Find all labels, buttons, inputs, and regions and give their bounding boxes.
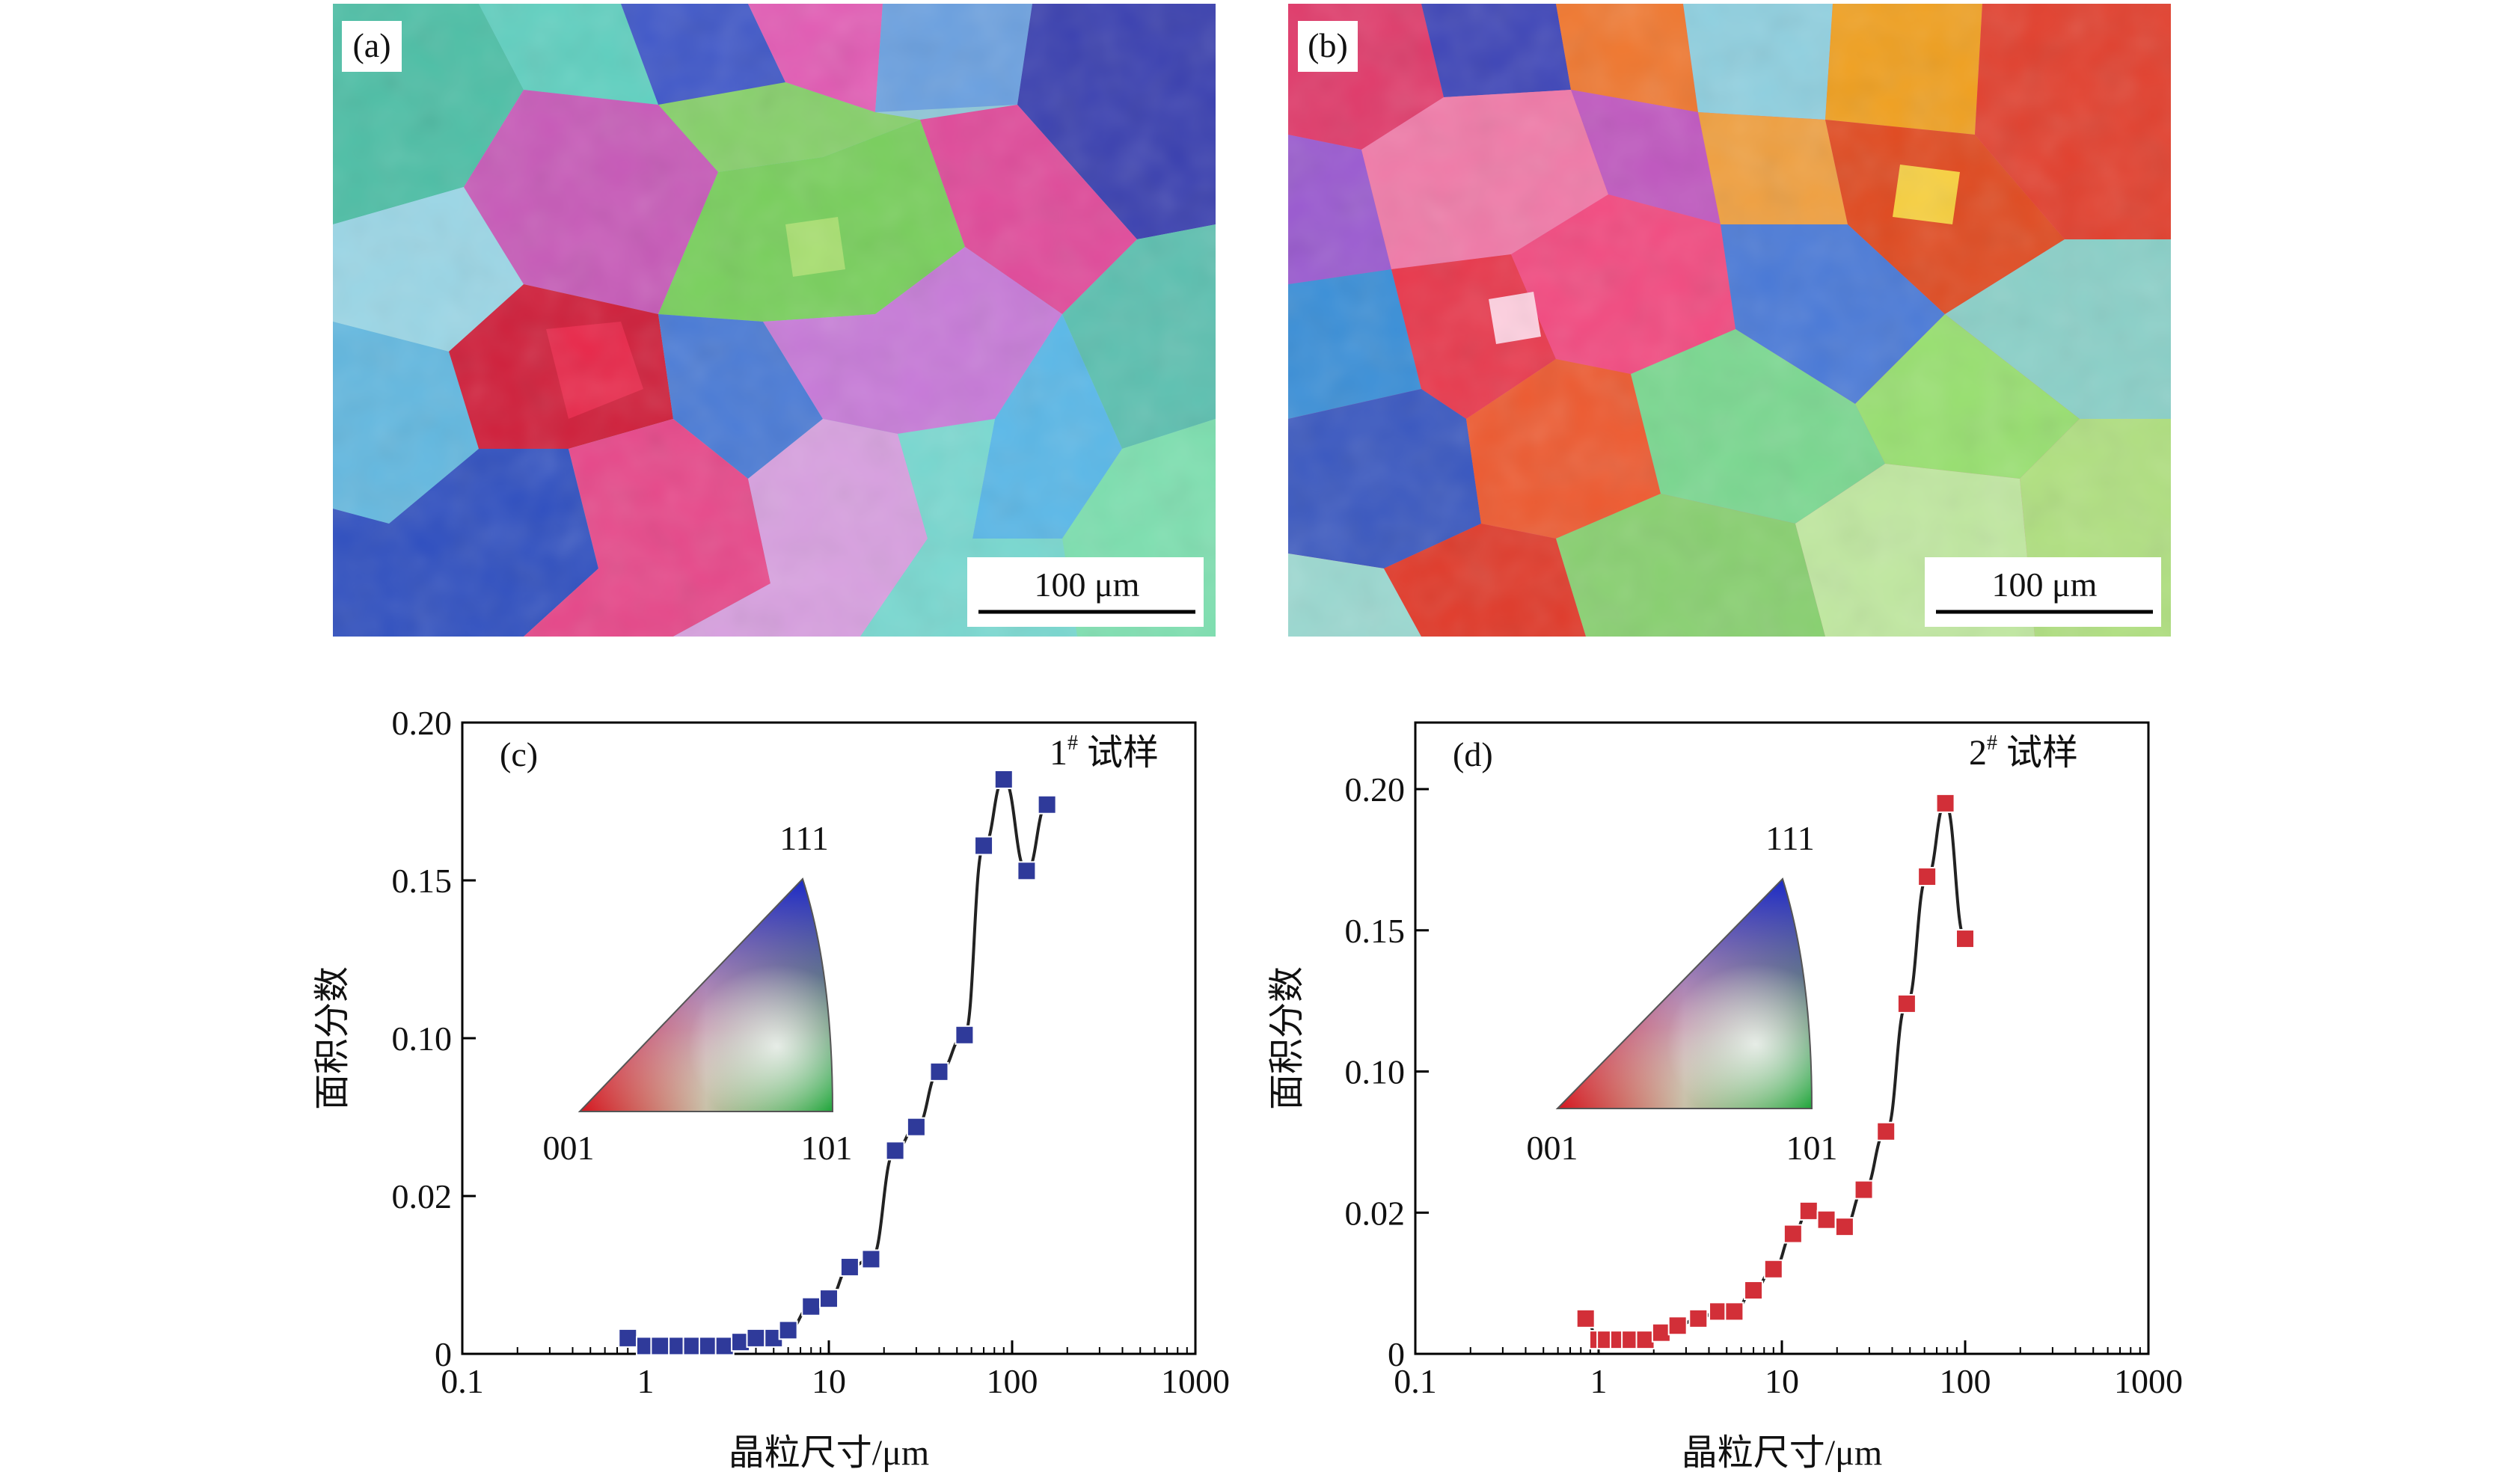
- d-xtick-label: 0.1: [1394, 1362, 1437, 1400]
- d-xtick-label: 10: [1765, 1362, 1799, 1400]
- chart-d-panel-label: (d): [1453, 735, 1493, 773]
- c-ytick-label: 0.02: [392, 1177, 453, 1215]
- panel-b-scale-text: 100 μm: [1992, 565, 2098, 604]
- c-data-point: [714, 1336, 735, 1356]
- d-data-point: [1667, 1316, 1688, 1336]
- c-data-point: [906, 1117, 926, 1137]
- panel-a-scale-text: 100 μm: [1035, 565, 1140, 604]
- chart-d-ylabel: 面积分数: [1267, 966, 1307, 1110]
- d-data-point: [1688, 1308, 1709, 1328]
- d-data-point: [1854, 1180, 1874, 1200]
- d-data-point: [1917, 867, 1937, 887]
- ebsd-map-a: [333, 4, 1216, 637]
- c-data-point: [861, 1249, 881, 1269]
- chart-c-panel-label: (c): [500, 735, 538, 773]
- panel-b-annotations: (b) 100 μm: [1298, 21, 2161, 627]
- c-data-point: [929, 1061, 949, 1082]
- d-data-point: [1955, 929, 1975, 949]
- d-ytick-label: 0: [1388, 1335, 1405, 1373]
- d-ytick-label: 0.10: [1345, 1053, 1406, 1091]
- c-data-point: [698, 1336, 718, 1356]
- c-ytick-label: 0.15: [392, 862, 453, 900]
- c-data-point: [955, 1025, 975, 1045]
- chart-c-ipf-triangle: [578, 877, 834, 1112]
- c-data-point: [885, 1141, 905, 1161]
- c-data-point: [778, 1320, 798, 1340]
- d-data-point: [1709, 1301, 1729, 1322]
- chart-d: 111 001 101 (d) 2# 试样 晶粒尺寸/μm 面积分数 0.1 1 1…: [1267, 721, 2183, 1473]
- d-ytick-label: 0.15: [1345, 912, 1406, 950]
- d-data-point: [1896, 993, 1917, 1014]
- d-data-point: [1651, 1322, 1671, 1343]
- c-data-point: [746, 1328, 766, 1348]
- chart-c-ipf-label-111: 111: [779, 819, 829, 857]
- c-data-point: [1017, 861, 1037, 881]
- panel-a-annotations: (a) 100 μm: [342, 21, 1204, 627]
- d-data-point: [1744, 1281, 1764, 1301]
- panel-b-scale-box: [1925, 557, 2161, 627]
- chart-d-ipf-label-001: 001: [1527, 1129, 1578, 1167]
- c-data-point: [682, 1336, 702, 1356]
- panel-a-label: (a): [352, 26, 390, 64]
- d-data-point: [1834, 1217, 1854, 1237]
- c-data-point: [993, 769, 1014, 789]
- c-data-point: [819, 1289, 839, 1309]
- d-data-point: [1876, 1121, 1896, 1141]
- d-data-point: [1575, 1308, 1596, 1328]
- chart-c-ipf-label-001: 001: [543, 1129, 595, 1167]
- chart-c-sample-label: 1# 试样: [1050, 732, 1159, 773]
- c-ytick-label: 0: [435, 1335, 452, 1373]
- chart-c-ipf-label-101: 101: [801, 1129, 853, 1167]
- d-ytick-label: 0.02: [1345, 1194, 1406, 1232]
- d-data-point: [1783, 1224, 1803, 1244]
- panel-a-scale-box: [967, 557, 1204, 627]
- d-data-point: [1816, 1209, 1836, 1230]
- d-data-point: [1935, 793, 1955, 813]
- panel-a-label-box: [342, 21, 402, 72]
- c-data-point: [839, 1257, 860, 1277]
- d-data-point: [1798, 1201, 1819, 1221]
- c-data-point: [650, 1336, 670, 1356]
- c-data-point: [801, 1296, 821, 1316]
- c-xtick-label: 100: [987, 1362, 1038, 1400]
- c-xtick-label: 10: [812, 1362, 846, 1400]
- d-xtick-label: 1000: [2114, 1362, 2183, 1400]
- ebsd-map-b: [1288, 4, 2171, 637]
- c-ytick-label: 0.20: [392, 704, 453, 742]
- d-data-point: [1724, 1301, 1744, 1322]
- chart-d-sample-label: 2# 试样: [1969, 732, 2078, 773]
- d-ytick-label: 0.20: [1345, 770, 1406, 809]
- chart-c: 111 001 101 (c) 1# 试样 晶粒尺寸/μm 面积分数 0.1 1 1…: [313, 704, 1230, 1473]
- chart-c-xlabel: 晶粒尺寸/μm: [729, 1433, 929, 1473]
- c-ytick-label: 0.10: [392, 1020, 453, 1058]
- chart-d-ipf-label-111: 111: [1765, 819, 1815, 857]
- d-xtick-label: 1: [1590, 1362, 1608, 1400]
- d-data-point: [1763, 1259, 1783, 1279]
- chart-d-xlabel: 晶粒尺寸/μm: [1682, 1433, 1882, 1473]
- panel-b-label: (b): [1308, 26, 1348, 64]
- chart-d-ipf-label-101: 101: [1786, 1129, 1838, 1167]
- c-xtick-label: 0.1: [441, 1362, 484, 1400]
- c-data-point: [618, 1328, 638, 1348]
- chart-d-ipf-triangle: [1555, 877, 1813, 1109]
- d-xtick-label: 100: [1940, 1362, 1991, 1400]
- c-data-point: [1037, 794, 1057, 815]
- panel-b-label-box: [1298, 21, 1358, 72]
- c-data-point: [974, 835, 994, 856]
- chart-c-ylabel: 面积分数: [313, 966, 352, 1110]
- c-xtick-label: 1: [637, 1362, 655, 1400]
- c-xtick-label: 1000: [1161, 1362, 1230, 1400]
